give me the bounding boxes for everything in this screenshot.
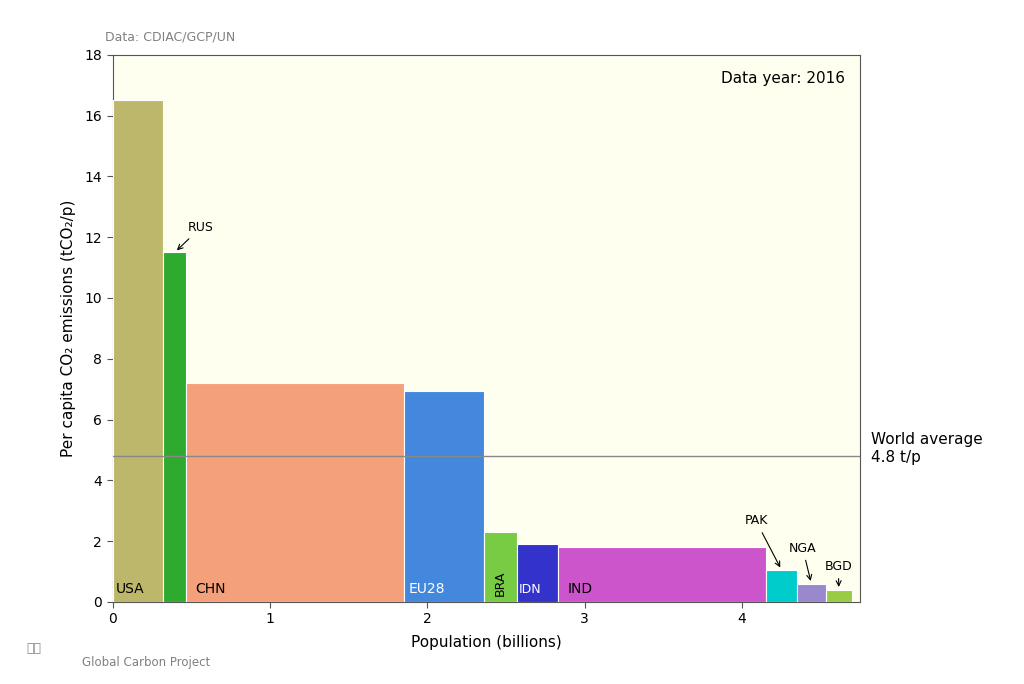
Bar (484, 532, 517, 602)
Bar (517, 544, 558, 602)
Text: Ⓒⓘ: Ⓒⓘ (27, 642, 42, 655)
Text: PAK: PAK (744, 514, 779, 566)
Bar (797, 583, 826, 602)
Text: IND: IND (567, 583, 593, 596)
Bar (113, 101, 164, 602)
Text: Data year: 2016: Data year: 2016 (721, 71, 845, 86)
Text: IDN: IDN (518, 583, 541, 596)
Text: Global Carbon Project: Global Carbon Project (82, 656, 210, 669)
Bar (558, 547, 766, 602)
Text: World average
4.8 t/p: World average 4.8 t/p (871, 432, 983, 464)
Y-axis label: Per capita CO₂ emissions (tCO₂/p): Per capita CO₂ emissions (tCO₂/p) (61, 200, 76, 457)
Bar (826, 590, 852, 602)
Text: CHN: CHN (196, 583, 226, 596)
Text: USA: USA (116, 583, 144, 596)
Text: NGA: NGA (788, 542, 816, 580)
Bar (403, 391, 484, 602)
Bar (766, 570, 797, 602)
Text: EU28: EU28 (409, 583, 445, 596)
Text: RUS: RUS (178, 221, 214, 250)
Bar (186, 383, 403, 602)
Text: Data: CDIAC/GCP/UN: Data: CDIAC/GCP/UN (105, 31, 236, 44)
Bar (164, 252, 186, 602)
Text: BRA: BRA (494, 571, 507, 596)
X-axis label: Population (billions): Population (billions) (411, 635, 562, 650)
Text: BGD: BGD (824, 560, 852, 586)
